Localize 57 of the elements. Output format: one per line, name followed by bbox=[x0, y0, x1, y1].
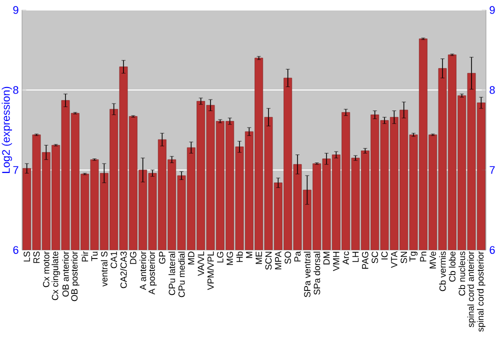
x-tick-label: LH bbox=[352, 252, 359, 262]
x-tick-label: MG bbox=[226, 252, 234, 265]
y2-tick-label: 8 bbox=[490, 86, 495, 94]
x-tick-label: Cb nucleus bbox=[458, 252, 466, 296]
x-tick-label: PAG bbox=[362, 252, 368, 269]
x-tick-label: OB anterior bbox=[62, 251, 69, 297]
x-tick-label: SPa dorsal bbox=[314, 252, 320, 295]
x-tick-label: ME bbox=[256, 252, 262, 264]
x-tick-label: Cx motor bbox=[42, 251, 50, 288]
x-tick-label: Cb lobe bbox=[448, 252, 456, 282]
x-tick-label: Pa bbox=[294, 251, 301, 262]
x-tick-label: Hb bbox=[236, 252, 243, 262]
x-tick-label: MD bbox=[188, 252, 194, 264]
x-tick-label: CPu lateral bbox=[168, 252, 176, 296]
y2-tick-label: 6 bbox=[490, 246, 495, 254]
y-tick-label: 8 bbox=[13, 86, 18, 94]
x-tick-label: VTA bbox=[391, 251, 398, 268]
x-tick-label: spinal cord posterior bbox=[476, 251, 486, 332]
x-tick-label: Pir bbox=[82, 251, 88, 262]
y-tick-label: 9 bbox=[13, 6, 18, 14]
x-tick-label: VPM/VPL bbox=[207, 251, 214, 290]
x-tick-label: OB posterior bbox=[70, 251, 80, 302]
y2-tick-label: 9 bbox=[490, 6, 495, 14]
x-tick-label: spinal cord anterior bbox=[467, 251, 476, 328]
x-tick-label: SCN bbox=[265, 252, 272, 270]
x-tick-label: Arc bbox=[342, 251, 349, 265]
x-tick-label: CPu medial bbox=[178, 252, 185, 298]
x-tick-label: SC bbox=[372, 252, 378, 264]
x-tick-label: SN bbox=[400, 252, 408, 264]
x-tick-label: CA1 bbox=[110, 252, 118, 268]
x-tick-label: SO bbox=[284, 252, 292, 264]
x-tick-label: Pn bbox=[420, 252, 426, 262]
x-tick-label: RS bbox=[33, 252, 40, 263]
x-tick-label: CA2/CA3 bbox=[120, 252, 127, 288]
x-tick-label: MVe bbox=[430, 252, 436, 268]
x-tick-label: Cb vermis bbox=[439, 252, 446, 292]
y-axis-title: Log2 (expression) bbox=[2, 86, 12, 173]
x-tick-label: M bbox=[246, 252, 252, 258]
x-tick-label: SPa ventral bbox=[304, 252, 310, 298]
x-tick-label: LG bbox=[216, 252, 224, 262]
x-tick-label: DM bbox=[323, 252, 330, 264]
x-tick-label: Cx cingulate bbox=[52, 252, 60, 300]
x-tick-label: A anterior bbox=[140, 251, 146, 290]
x-tick-label: IC bbox=[381, 252, 388, 260]
x-tick-label: ventral S bbox=[100, 252, 108, 287]
y-tick-label: 6 bbox=[13, 246, 18, 254]
x-tick-label: VA/VL bbox=[198, 251, 204, 276]
x-tick-label: A posterior bbox=[148, 251, 157, 295]
x-tick-label: MPA bbox=[275, 251, 282, 270]
y2-tick-label: 7 bbox=[490, 166, 495, 174]
x-tick-label: DG bbox=[130, 252, 136, 264]
x-tick-label: Tg bbox=[409, 252, 418, 262]
x-tick-label: Tu bbox=[91, 252, 98, 262]
x-tick-label: VMH bbox=[333, 252, 340, 272]
y-tick-label: 7 bbox=[13, 166, 18, 174]
x-tick-label: LS bbox=[24, 252, 30, 262]
x-tick-label: GP bbox=[158, 252, 166, 264]
